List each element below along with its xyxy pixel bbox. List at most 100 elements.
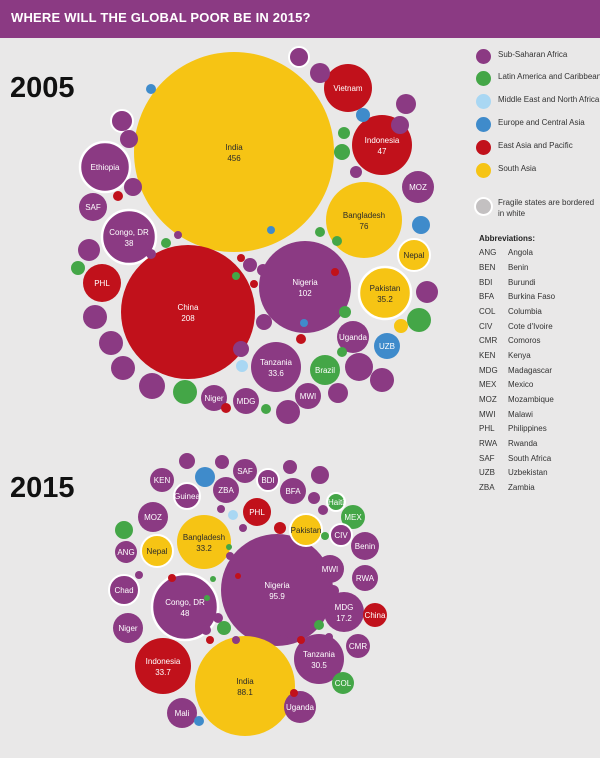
minor-bubble-2005-46 (271, 278, 277, 284)
minor-bubble-2005-5 (391, 116, 409, 134)
bubble-2015-cmr-label: CMR (349, 642, 367, 651)
minor-bubble-2015-3 (283, 460, 297, 474)
minor-bubble-2005-4 (396, 94, 416, 114)
bubble-2015-mdg-label: MDG (335, 603, 354, 612)
bubble-2005-nigeria-label: Nigeria (292, 278, 318, 287)
bubble-2005-pakistan-value: 35.2 (377, 295, 393, 304)
minor-bubble-2005-43 (232, 272, 240, 280)
bubble-2015-bfa (280, 478, 306, 504)
minor-bubble-2015-11 (226, 544, 232, 550)
bubble-2005-congo-dr-label: Congo, DR (109, 228, 149, 237)
minor-bubble-2005-49 (174, 231, 182, 239)
bubble-2015-uganda (284, 691, 316, 723)
bubble-2005-congo-dr-value: 38 (125, 239, 134, 248)
bubble-2015-benin-label: Benin (355, 542, 375, 551)
legend-item-middle-east: Middle East and North Africa (472, 89, 600, 113)
legend-item-south-asia: South Asia (472, 158, 600, 182)
minor-bubble-2005-18 (173, 380, 197, 404)
minor-bubble-2005-11 (78, 239, 100, 261)
abbreviation-row: MDG Madagascar (479, 366, 553, 375)
bubble-2005-nigeria (259, 241, 351, 333)
minor-bubble-2015-5 (308, 492, 320, 504)
bubble-2015-mex (341, 505, 365, 529)
bubble-2015-guinea (173, 482, 201, 510)
bubble-2015-ken (150, 468, 174, 492)
bubble-2005-india-value: 456 (227, 154, 241, 163)
bubble-2005-moz (402, 171, 434, 203)
bubble-2015-saf (233, 459, 257, 483)
minor-bubble-2005-20 (261, 404, 271, 414)
bubble-2015-moz (138, 502, 168, 532)
minor-bubble-2005-50 (331, 268, 339, 276)
legend-item-east-asia-pacific: East Asia and Pacific (472, 135, 600, 159)
bubble-2005-phl-label: PHL (94, 279, 110, 288)
minor-bubble-2005-28 (412, 216, 430, 234)
bubble-2015-benin (351, 532, 379, 560)
bubble-2015-ken-label: KEN (154, 476, 171, 485)
minor-bubble-2005-44 (250, 280, 258, 288)
bubble-2015-bfa-label: BFA (285, 487, 301, 496)
bubble-2015-guinea-label: Guinea (174, 492, 200, 501)
bubble-2015-nigeria-value: 95.9 (269, 592, 285, 601)
abbreviation-row: MWI Malawi (479, 410, 533, 419)
minor-bubble-2015-6 (115, 521, 133, 539)
minor-bubble-2005-25 (407, 308, 431, 332)
bubble-2005-tanzania-label: Tanzania (260, 358, 293, 367)
abbreviation-row: UZB Uzbekistan (479, 468, 548, 477)
bubble-2015-phl (243, 498, 271, 526)
minor-bubble-2005-17 (139, 373, 165, 399)
bubble-2005-vietnam (324, 64, 372, 112)
minor-bubble-2005-6 (356, 108, 370, 122)
bubble-2005-uzb (374, 333, 400, 359)
minor-bubble-2005-8 (334, 144, 350, 160)
abbreviation-row: ZBA Zambia (479, 483, 535, 492)
minor-bubble-2015-4 (311, 466, 329, 484)
bubble-2015-col-label: COL (335, 679, 352, 688)
minor-bubble-2005-32 (243, 258, 257, 272)
abbreviation-row: PHL Philippines (479, 424, 547, 433)
bubble-2005-phl (83, 264, 121, 302)
bubble-2015-bangladesh-value: 33.2 (196, 544, 212, 553)
legend-swatch (476, 94, 491, 109)
bubble-2005-mdg-label: MDG (237, 397, 256, 406)
legend-swatch (476, 199, 491, 214)
bubble-2015-rwa-label: RWA (356, 574, 375, 583)
minor-bubble-2005-22 (328, 383, 348, 403)
page-title: WHERE WILL THE GLOBAL POOR BE IN 2015? (11, 10, 311, 25)
minor-bubble-2015-8 (228, 510, 238, 520)
bubble-2015-congo-dr-label: Congo, DR (165, 598, 205, 607)
bubble-2015-indonesia-value: 33.7 (155, 668, 171, 677)
minor-bubble-2015-16 (217, 621, 231, 635)
bubble-2015-col (332, 672, 354, 694)
bubble-2015-indonesia (135, 638, 191, 694)
bubble-2015-mex-label: MEX (344, 513, 362, 522)
minor-bubble-2015-24 (327, 585, 339, 597)
bubble-2015-pakistan (289, 513, 323, 547)
minor-bubble-2005-2 (110, 109, 134, 133)
minor-bubble-2005-1 (310, 63, 330, 83)
bubble-2015-rwa (352, 565, 378, 591)
legend-swatch (476, 71, 491, 86)
minor-bubble-2015-0 (179, 453, 195, 469)
minor-bubble-2005-10 (124, 178, 142, 196)
bubble-2015-indonesia-label: Indonesia (146, 657, 181, 666)
abbreviation-row: KEN Kenya (479, 351, 531, 360)
minor-bubble-2005-9 (350, 166, 362, 178)
minor-bubble-2015-23 (321, 532, 329, 540)
minor-bubble-2015-13 (235, 573, 241, 579)
bubble-2015-niger (113, 613, 143, 643)
minor-bubble-2005-41 (296, 334, 306, 344)
bubble-2015-nigeria (221, 534, 333, 646)
bubble-2005-vietnam-label: Vietnam (333, 84, 363, 93)
minor-bubble-2005-29 (332, 236, 342, 246)
minor-bubble-2005-15 (99, 331, 123, 355)
minor-bubble-2015-1 (195, 467, 215, 487)
bubble-2005-saf (79, 193, 107, 221)
legend-item-sub-saharan-africa: Sub-Saharan Africa (472, 44, 600, 68)
bubble-2005-tanzania (251, 342, 301, 392)
legend-label: East Asia and Pacific (498, 141, 573, 150)
bubble-2005-china-value: 208 (181, 314, 195, 323)
abbreviation-row: BFA Burkina Faso (479, 292, 556, 301)
bubble-2005-ethiopia (78, 140, 132, 194)
bubble-2015-congo-dr (150, 572, 220, 642)
